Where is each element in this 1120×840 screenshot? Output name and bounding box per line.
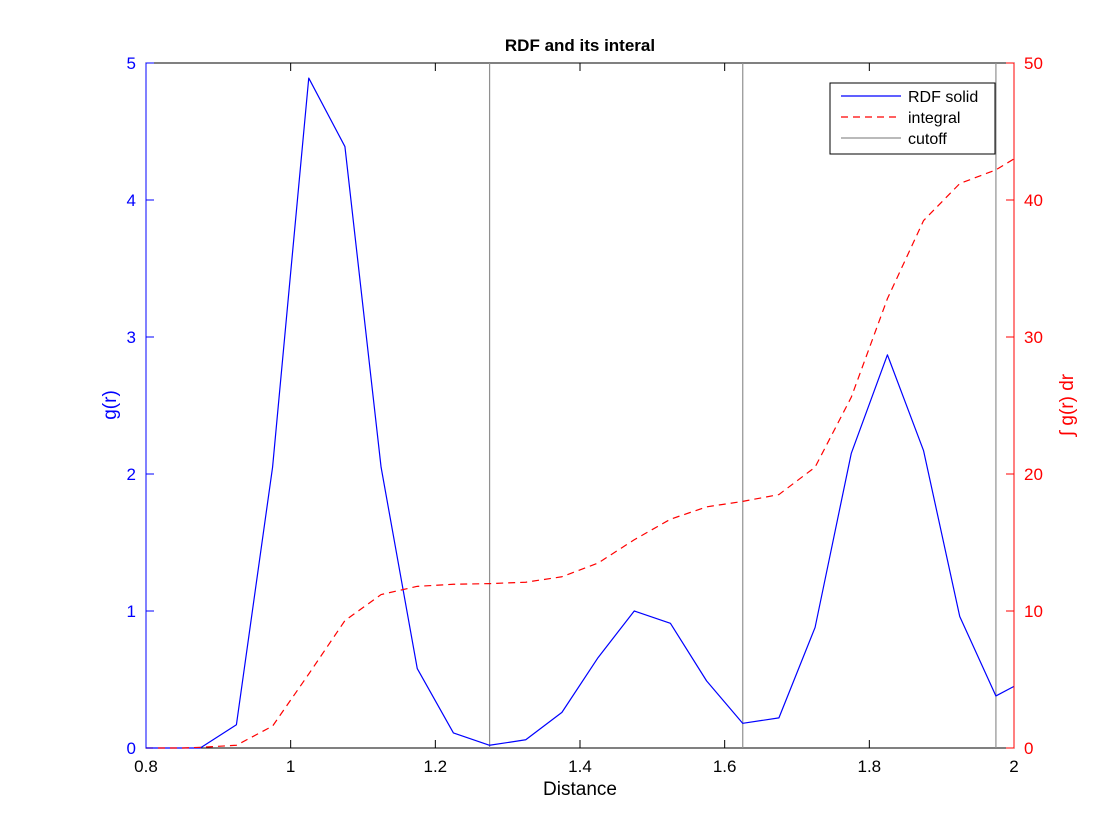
cutoff-lines xyxy=(488,63,997,748)
series-lines xyxy=(146,77,1015,749)
x-tick-label: 0.8 xyxy=(134,757,158,776)
legend-label-cutoff: cutoff xyxy=(908,131,947,148)
x-axis-ticks: 0.8 1 1.2 1.4 1.6 1.8 2 xyxy=(134,63,1019,776)
y-right-axis-label: ∫ g(r) dr xyxy=(1057,373,1078,437)
y-right-tick-label: 50 xyxy=(1024,54,1043,73)
y-left-tick-label: 0 xyxy=(127,739,136,758)
y-left-tick-label: 2 xyxy=(127,465,136,484)
x-tick-label: 2 xyxy=(1009,757,1018,776)
chart-title: RDF and its interal xyxy=(505,36,655,55)
series-line-rdf-solid xyxy=(146,77,1015,749)
y-right-tick-label: 30 xyxy=(1024,328,1043,347)
x-tick-label: 1.6 xyxy=(713,757,737,776)
legend-box xyxy=(829,82,996,155)
y-right-tick-label: 20 xyxy=(1024,465,1043,484)
y-left-axis-label: g(r) xyxy=(100,390,121,420)
plot-area xyxy=(145,62,1015,749)
y-left-tick-label: 1 xyxy=(127,602,136,621)
x-axis-label: Distance xyxy=(543,779,617,800)
y-left-tick-label: 5 xyxy=(127,54,136,73)
legend-label-integral: integral xyxy=(908,110,960,127)
y-left-tick-label: 4 xyxy=(127,191,136,210)
x-tick-label: 1 xyxy=(286,757,295,776)
x-tick-label: 1.2 xyxy=(424,757,448,776)
legend: RDF solid integral cutoff xyxy=(829,82,996,155)
x-tick-label: 1.8 xyxy=(858,757,882,776)
series-line-integral xyxy=(146,158,1015,749)
y-left-axis-ticks: 0 1 2 3 4 5 xyxy=(127,54,154,758)
y-right-tick-label: 0 xyxy=(1024,739,1033,758)
y-right-tick-label: 40 xyxy=(1024,191,1043,210)
y-right-axis-ticks: 0 10 20 30 40 50 xyxy=(1006,54,1043,758)
x-tick-label: 1.4 xyxy=(568,757,592,776)
y-right-tick-label: 10 xyxy=(1024,602,1043,621)
y-left-tick-label: 3 xyxy=(127,328,136,347)
legend-label-rdf-solid: RDF solid xyxy=(908,89,978,106)
